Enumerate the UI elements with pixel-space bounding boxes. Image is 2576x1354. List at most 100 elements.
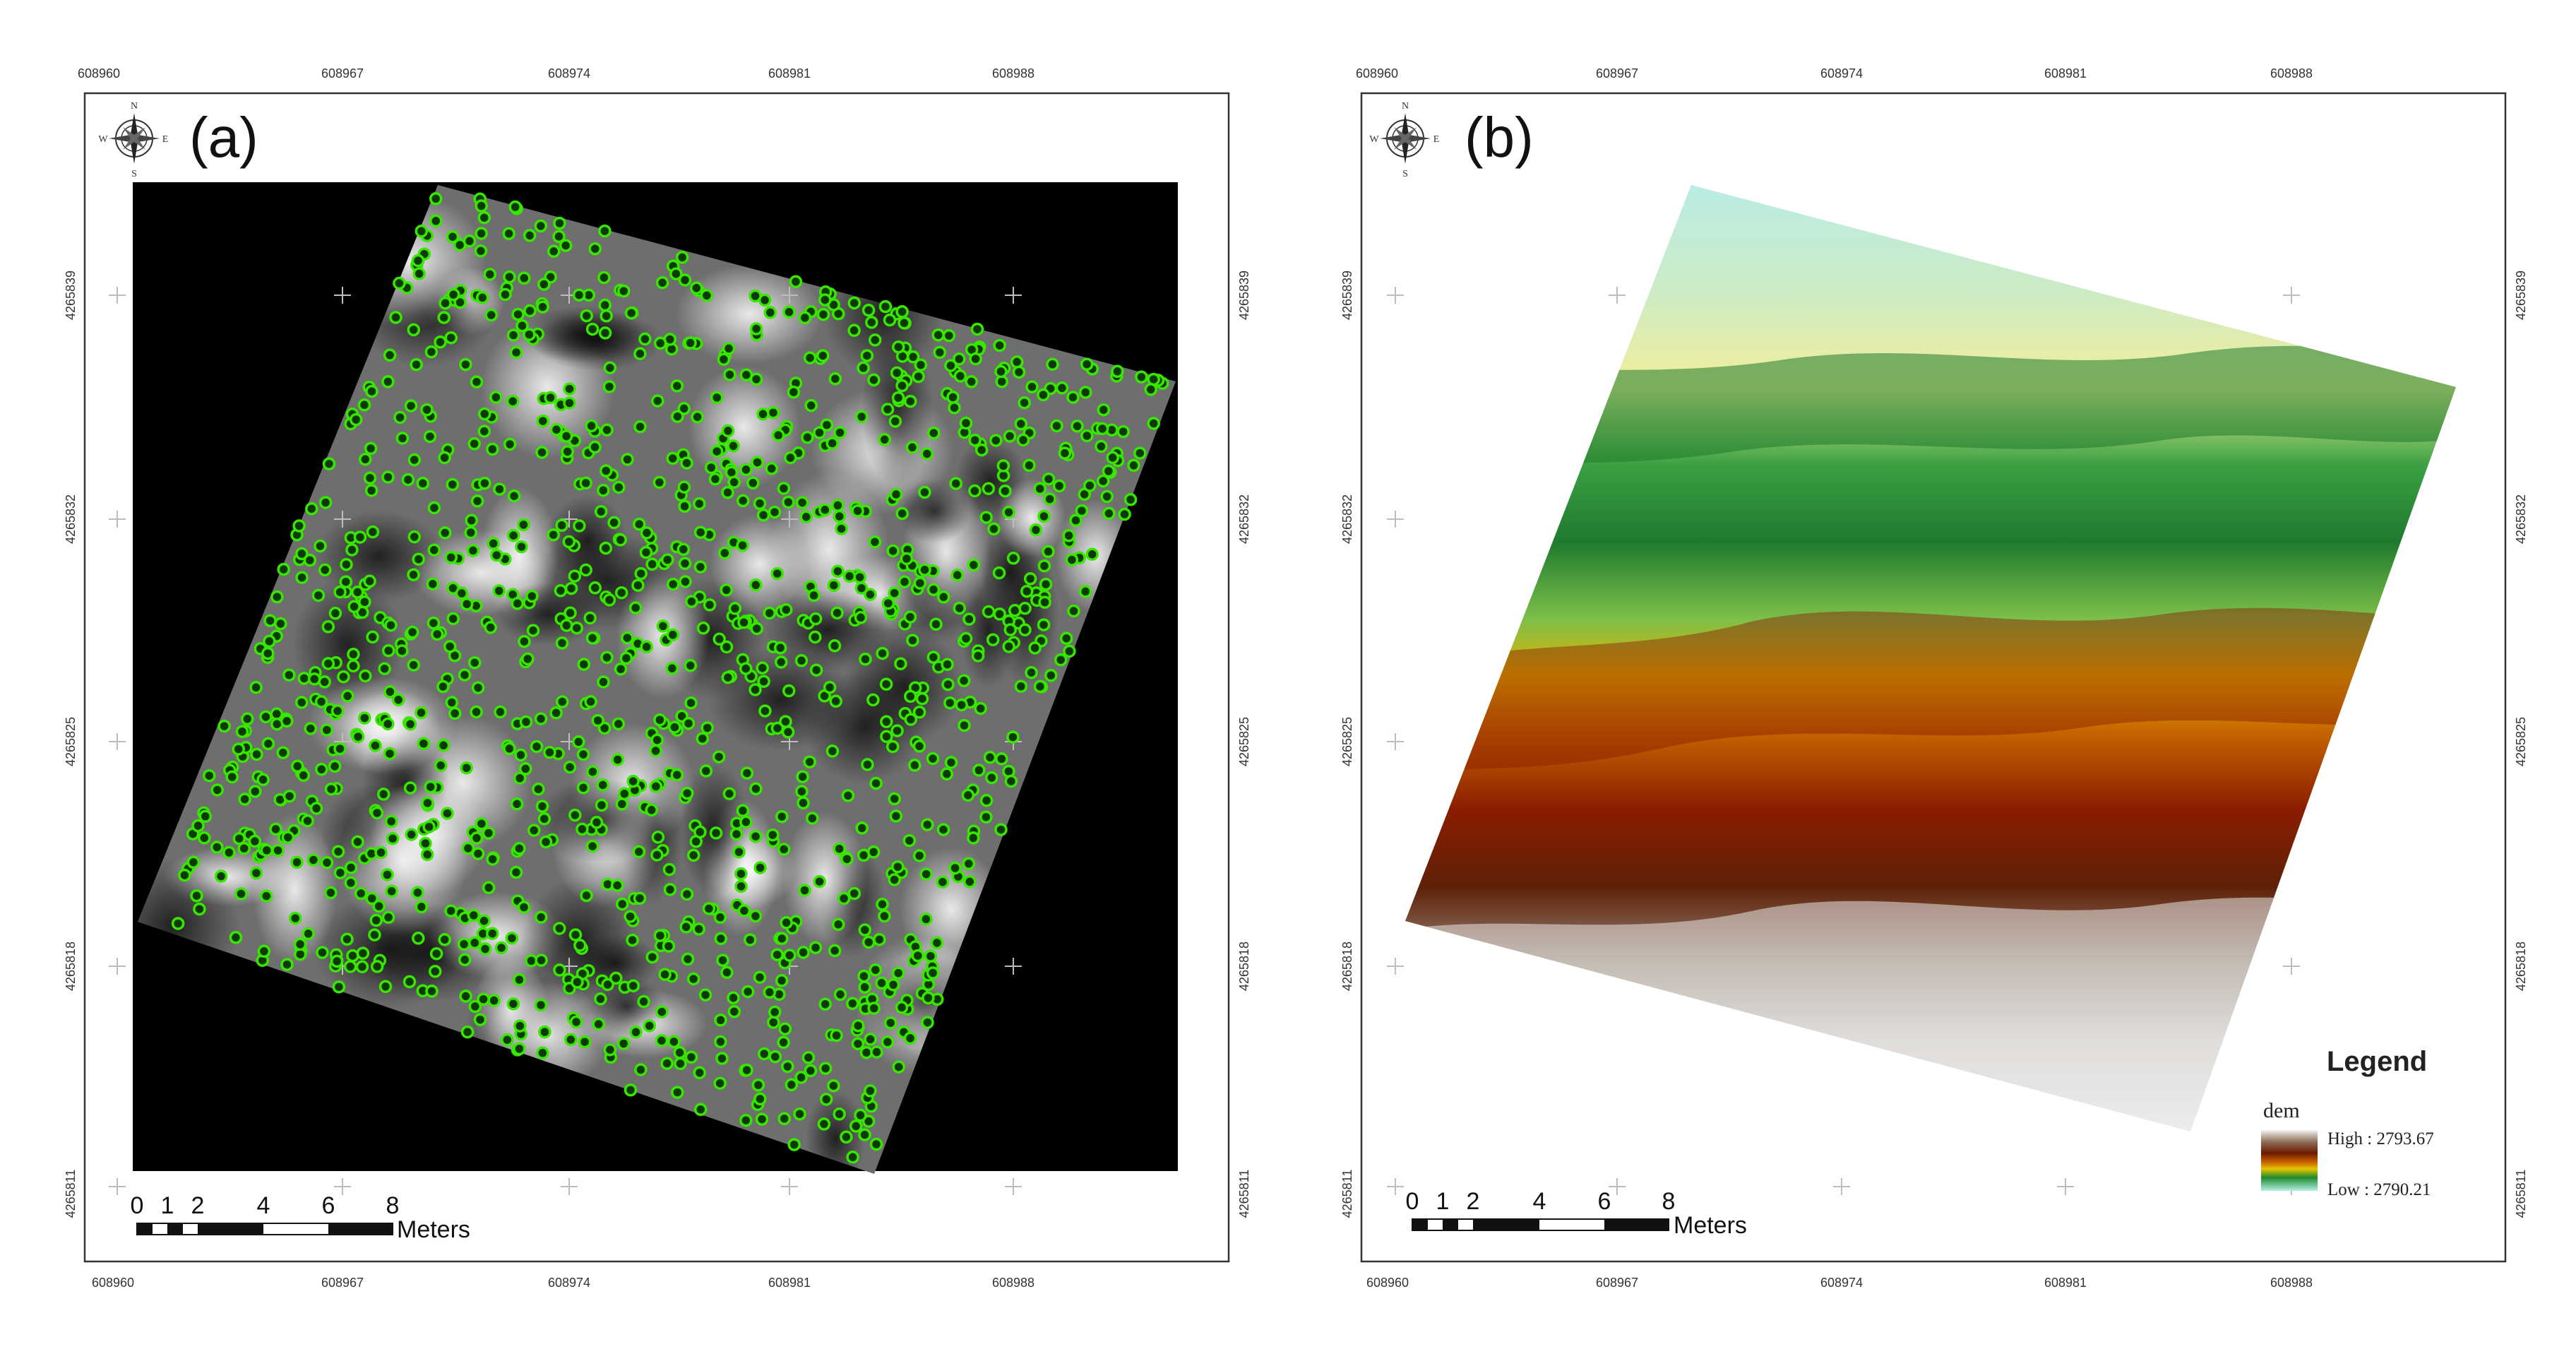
detected-point	[780, 602, 793, 617]
detected-point	[936, 823, 950, 836]
detected-point	[851, 1037, 865, 1050]
detected-point	[906, 350, 920, 364]
detected-point	[1085, 547, 1099, 562]
detected-point	[1080, 429, 1094, 443]
detected-point	[777, 1112, 791, 1126]
detected-point	[890, 366, 904, 380]
detected-point	[823, 680, 837, 694]
detected-point	[601, 978, 614, 992]
detected-point	[344, 861, 358, 874]
detected-point	[782, 949, 797, 962]
detected-point	[280, 714, 294, 728]
north-arrow-b: N S E W	[1369, 101, 1439, 179]
detected-point	[831, 564, 845, 578]
detected-point	[1095, 422, 1109, 436]
detected-point	[728, 602, 742, 615]
detected-point	[900, 552, 914, 566]
detected-point	[869, 963, 883, 977]
detected-point	[926, 966, 940, 980]
detected-point	[971, 649, 985, 663]
detected-point	[588, 581, 602, 595]
detected-point	[344, 876, 358, 890]
detected-point	[1067, 604, 1080, 618]
detected-point	[833, 987, 847, 1002]
detected-point	[676, 542, 691, 557]
detected-point	[1012, 365, 1026, 379]
detected-point	[883, 1016, 898, 1030]
detected-point	[868, 333, 882, 347]
detected-point	[383, 348, 397, 362]
detected-point	[768, 505, 782, 519]
detected-point	[359, 453, 372, 466]
detected-point	[517, 901, 531, 914]
detected-point	[740, 766, 754, 780]
detected-point	[828, 372, 842, 386]
detected-point	[918, 563, 931, 576]
detected-point	[292, 519, 306, 533]
detected-point	[986, 633, 1000, 647]
detected-point	[537, 278, 551, 291]
legend-high-label: High : 2793.67	[2327, 1129, 2434, 1148]
detected-point	[290, 759, 304, 773]
detected-point	[668, 720, 681, 734]
detected-point	[324, 782, 338, 796]
detected-point	[318, 496, 333, 509]
detected-point	[921, 818, 934, 831]
detected-point	[943, 696, 957, 710]
detected-point	[777, 482, 791, 495]
detected-point	[749, 829, 763, 843]
detected-point	[908, 759, 922, 772]
detected-point	[430, 627, 444, 641]
detected-point	[714, 1035, 727, 1049]
detected-point	[813, 426, 826, 439]
detected-point	[970, 322, 984, 336]
detected-point	[439, 296, 452, 310]
detected-point	[777, 1035, 790, 1050]
detected-point	[974, 701, 987, 715]
detected-point	[306, 853, 321, 867]
detected-point	[739, 368, 753, 382]
detected-point	[403, 781, 417, 795]
detected-point	[721, 670, 735, 684]
detected-point	[482, 881, 496, 895]
detected-point	[1039, 577, 1053, 591]
detected-point	[703, 598, 717, 612]
detected-point	[411, 254, 425, 268]
detected-point	[756, 509, 770, 522]
detected-point	[389, 311, 402, 324]
detected-point	[858, 923, 872, 937]
detected-point	[594, 505, 608, 518]
detected-point	[751, 1078, 765, 1092]
detected-point	[318, 675, 331, 689]
detected-point	[941, 658, 954, 671]
detected-point	[561, 445, 574, 458]
detected-point	[407, 453, 422, 467]
detected-point	[959, 631, 973, 646]
x-tick-top-b: 608960	[1356, 66, 1398, 81]
detected-point	[471, 847, 485, 860]
detected-point	[592, 1017, 605, 1031]
detected-point	[588, 440, 602, 454]
detected-point	[248, 834, 262, 848]
detected-point	[1010, 355, 1024, 369]
detected-point	[445, 696, 459, 709]
detected-point	[833, 426, 847, 439]
detected-point	[1025, 665, 1038, 679]
detected-point	[563, 396, 576, 410]
detected-point	[590, 816, 604, 829]
scale-number-b: 6	[1598, 1188, 1611, 1215]
detected-point	[825, 437, 839, 450]
detected-point	[402, 975, 417, 989]
detected-point	[643, 1019, 656, 1033]
detected-point	[1054, 653, 1068, 667]
detected-point	[721, 486, 734, 499]
detected-point	[597, 484, 610, 497]
compass-e-a: E	[162, 134, 169, 145]
detected-point	[846, 1151, 859, 1164]
detected-point	[1029, 523, 1043, 537]
raster-blob	[710, 514, 809, 614]
detected-point	[465, 513, 478, 528]
detected-point	[374, 845, 388, 860]
detected-point	[503, 742, 516, 756]
detected-point	[681, 952, 695, 966]
